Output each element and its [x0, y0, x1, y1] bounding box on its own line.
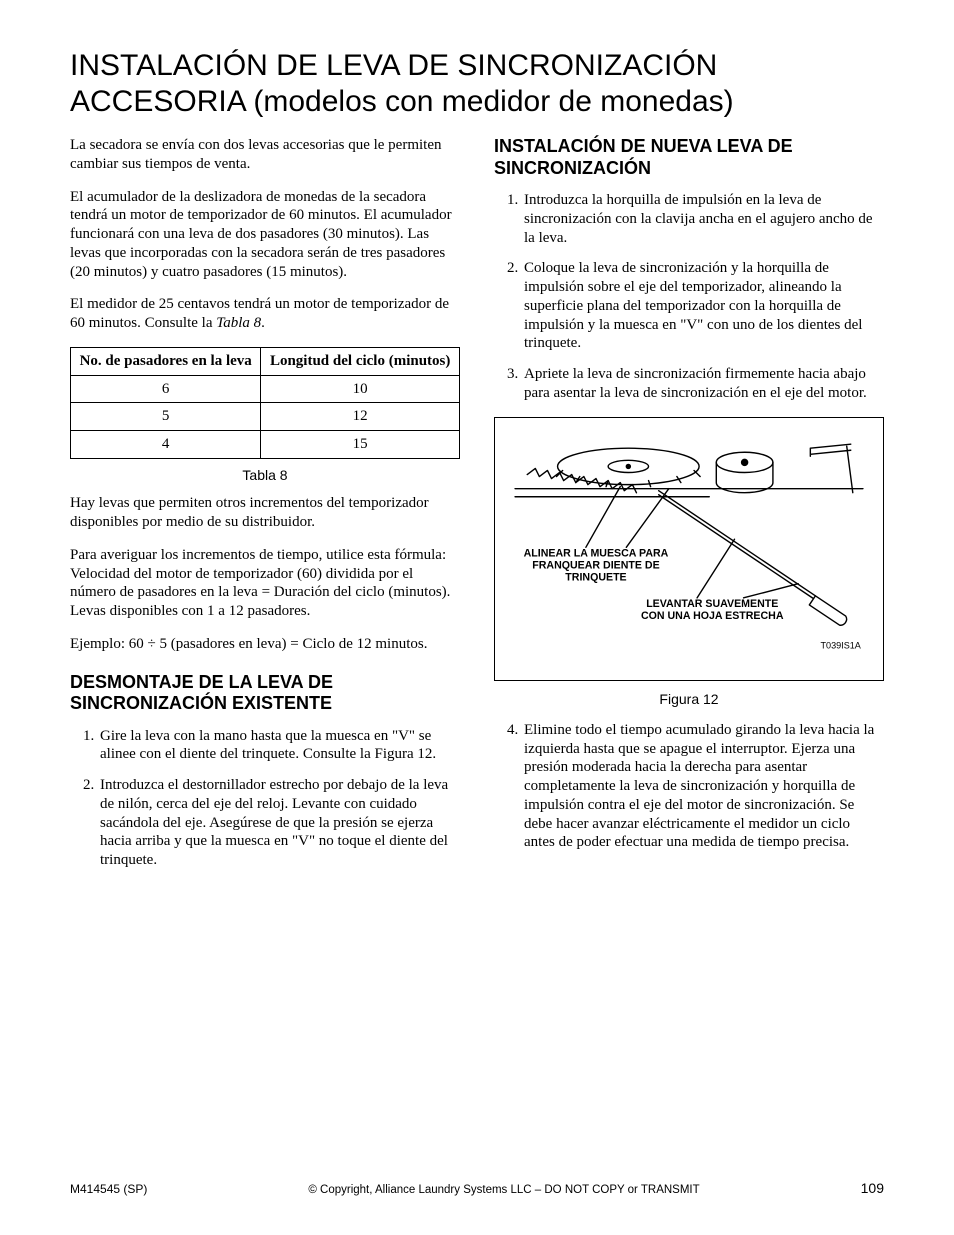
list-item: Elimine todo el tiempo acumulado girando…	[522, 721, 884, 852]
figure-label-align: ALINEAR LA MUESCA PARA FRANQUEAR DIENTE …	[515, 547, 677, 584]
table-cell: 6	[71, 375, 261, 403]
table-cell: 15	[261, 431, 460, 459]
figure-box: ALINEAR LA MUESCA PARA FRANQUEAR DIENTE …	[494, 417, 884, 682]
removal-step1-ref: Figura 12	[375, 746, 433, 762]
table-row: 4 15	[71, 431, 460, 459]
install-steps-4: Elimine todo el tiempo acumulado girando…	[494, 721, 884, 852]
table-cell: 12	[261, 403, 460, 431]
page-footer: M414545 (SP) © Copyright, Alliance Laund…	[70, 1180, 884, 1198]
install-steps-1-3: Introduzca la horquilla de impulsión en …	[494, 191, 884, 403]
para-formula: Para averiguar los incrementos de tiempo…	[70, 546, 460, 621]
cam-table: No. de pasadores en la leva Longitud del…	[70, 347, 460, 459]
right-column: INSTALACIÓN DE NUEVA LEVA DE SINCRONIZAC…	[494, 136, 884, 884]
timing-cam-diagram-icon: ALINEAR LA MUESCA PARA FRANQUEAR DIENTE …	[507, 428, 871, 671]
list-item: Apriete la leva de sincronización firmem…	[522, 365, 884, 403]
list-item: Introduzca la horquilla de impulsión en …	[522, 191, 884, 247]
figure-label-lift: LEVANTAR SUAVEMENTE CON UNA HOJA ESTRECH…	[636, 598, 788, 622]
table-row: 5 12	[71, 403, 460, 431]
intro-para-1: La secadora se envía con dos levas acces…	[70, 136, 460, 174]
footer-doc-code: M414545 (SP)	[70, 1182, 147, 1197]
cam-table-wrap: No. de pasadores en la leva Longitud del…	[70, 347, 460, 459]
list-item: Gire la leva con la mano hasta que la mu…	[98, 727, 460, 765]
footer-copyright: © Copyright, Alliance Laundry Systems LL…	[147, 1183, 860, 1197]
list-item: Coloque la leva de sincronización y la h…	[522, 259, 884, 353]
removal-step1-b: .	[432, 746, 436, 762]
table-cell: 4	[71, 431, 261, 459]
intro-para-3-b: .	[261, 315, 265, 331]
list-item: Introduzca el destornillador estrecho po…	[98, 776, 460, 870]
intro-para-3-ref: Tabla 8	[216, 315, 261, 331]
figure-code: T039IS1A	[821, 640, 862, 650]
footer-page-number: 109	[861, 1180, 884, 1198]
page-title: INSTALACIÓN DE LEVA DE SINCRONIZACIÓN AC…	[70, 48, 884, 120]
table-header-row: No. de pasadores en la leva Longitud del…	[71, 347, 460, 375]
intro-para-3: El medidor de 25 centavos tendrá un moto…	[70, 295, 460, 333]
table-header-cycle: Longitud del ciclo (minutos)	[261, 347, 460, 375]
figure-caption: Figura 12	[494, 691, 884, 709]
removal-steps: Gire la leva con la mano hasta que la mu…	[70, 727, 460, 870]
para-distributor: Hay levas que permiten otros incrementos…	[70, 494, 460, 532]
two-column-layout: La secadora se envía con dos levas acces…	[70, 136, 884, 884]
table-row: 6 10	[71, 375, 460, 403]
section-removal-title: DESMONTAJE DE LA LEVA DE SINCRONIZACIÓN …	[70, 672, 460, 715]
para-example: Ejemplo: 60 ÷ 5 (pasadores en leva) = Ci…	[70, 635, 460, 654]
section-install-title: INSTALACIÓN DE NUEVA LEVA DE SINCRONIZAC…	[494, 136, 884, 179]
intro-para-2: El acumulador de la deslizadora de moned…	[70, 188, 460, 282]
table-cell: 5	[71, 403, 261, 431]
table-cell: 10	[261, 375, 460, 403]
table-header-pins: No. de pasadores en la leva	[71, 347, 261, 375]
table-caption: Tabla 8	[70, 467, 460, 485]
left-column: La secadora se envía con dos levas acces…	[70, 136, 460, 884]
